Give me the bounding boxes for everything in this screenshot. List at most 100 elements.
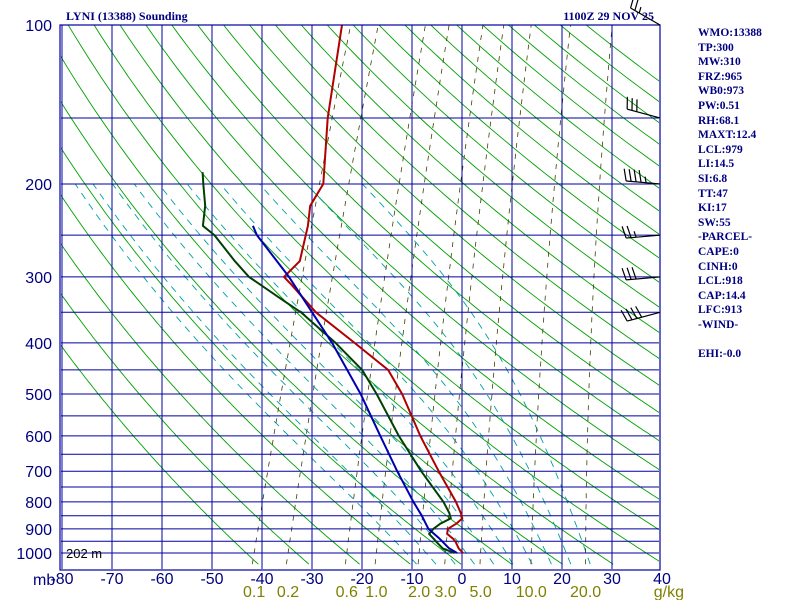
dry-adiabat xyxy=(67,25,614,565)
index-item: RH:68.1 xyxy=(698,114,740,127)
temperature-axis: -80 -70 -60 -50 -40 -30 -20 -10 0 10 20 30 40 xyxy=(50,571,671,588)
temperature-line xyxy=(283,25,464,554)
dry-adiabat xyxy=(352,25,659,283)
index-item: WMO:13388 xyxy=(698,27,762,39)
temperature-tick-label: -50 xyxy=(200,571,223,588)
wind-barb-full xyxy=(638,169,642,183)
dry-adiabat xyxy=(300,25,659,333)
wind-barb xyxy=(623,168,661,185)
mixing-ratio-line xyxy=(251,25,352,565)
datetime-label: 1100Z 29 NOV 25 xyxy=(563,9,654,23)
temperature-tick-label: -10 xyxy=(400,571,423,588)
index-item: LFC:913 xyxy=(698,304,743,317)
index-item xyxy=(698,332,798,347)
moist-adiabat xyxy=(259,183,552,565)
station-title: LYNI (13388) Sounding xyxy=(66,9,188,23)
pressure-tick-label: 400 xyxy=(25,336,52,353)
dry-adiabat xyxy=(326,25,659,308)
parcel-line xyxy=(251,225,458,554)
plot-grid xyxy=(61,25,659,569)
wind-barb-half xyxy=(633,231,637,238)
sounding-profiles xyxy=(201,25,464,554)
dry-adiabat xyxy=(61,55,563,565)
temperature-tick-label: 0 xyxy=(458,571,467,588)
pressure-tick-label: 500 xyxy=(25,387,52,404)
wind-barb-full xyxy=(635,306,643,318)
moist-adiabat xyxy=(133,183,475,565)
index-item: PW:0.51 xyxy=(698,99,740,112)
index-item: LCL:979 xyxy=(698,143,743,156)
mixing-ratio-label: 2.0 xyxy=(408,584,430,600)
mixing-ratio-axis: 0.1 0.2 0.6 1.0 2.0 3.0 5.0 10.0 20.0 g/kg xyxy=(243,584,684,600)
index-item: LCL:918 xyxy=(698,275,743,288)
dewpoint-line xyxy=(201,172,455,554)
mixing-ratio-label: 0.2 xyxy=(277,584,299,600)
mixing-ratio-label: 0.1 xyxy=(243,584,265,600)
wind-barb-staff xyxy=(630,7,661,26)
pressure-tick-label: 800 xyxy=(25,495,52,512)
index-item: CAPE:0 xyxy=(698,245,739,258)
temperature-tick-label: -70 xyxy=(100,571,123,588)
index-item: CAP:14.4 xyxy=(698,289,746,302)
moist-adiabat xyxy=(305,183,572,565)
wind-barb xyxy=(621,267,661,281)
wind-barbs xyxy=(620,0,661,322)
wind-barb-full xyxy=(631,267,637,280)
temperature-tick-label: -30 xyxy=(300,571,323,588)
mixing-ratio-line xyxy=(374,25,450,565)
temperature-tick-label: -60 xyxy=(150,571,173,588)
index-item: TP:300 xyxy=(698,41,734,54)
mixing-ratio-label: 0.6 xyxy=(336,584,358,600)
dry-adiabat xyxy=(61,194,411,565)
wind-barb-full xyxy=(623,168,627,182)
moist-adiabat xyxy=(92,183,437,565)
pressure-tick-label: 600 xyxy=(25,429,52,446)
dry-adiabat xyxy=(61,243,360,565)
wind-barb-half xyxy=(644,176,647,183)
dry-adiabat xyxy=(223,25,659,413)
temperature-tick-label: 10 xyxy=(503,571,521,588)
wind-barb-full xyxy=(626,267,632,280)
temperature-tick-label: 40 xyxy=(653,571,671,588)
moist-adiabat xyxy=(74,183,417,565)
mixing-ratio-label: 5.0 xyxy=(469,584,491,600)
index-item: WB0:973 xyxy=(698,85,744,98)
mixing-ratio-line xyxy=(479,25,532,565)
wind-barb-full xyxy=(633,169,637,182)
wind-barb-full xyxy=(628,169,632,182)
pressure-unit-label: mb xyxy=(33,572,55,589)
pressure-tick-label: 300 xyxy=(25,270,52,287)
dry-adiabat xyxy=(378,25,659,259)
dry-adiabat xyxy=(119,25,659,531)
wind-barb-staff xyxy=(626,276,661,281)
moist-adiabat xyxy=(361,183,591,565)
dry-adiabat xyxy=(197,25,659,442)
dry-adiabat xyxy=(171,25,659,471)
dry-adiabat xyxy=(249,25,659,386)
indices-panel: WMO:13388 TP:300 MW:310 FRZ:965 WB0:973 PW:0.… xyxy=(698,26,798,362)
temperature-tick-label: -40 xyxy=(250,571,273,588)
pressure-tick-label: 700 xyxy=(25,464,52,481)
wind-barb xyxy=(620,306,661,322)
mixing-ratio-line xyxy=(417,25,484,565)
wind-barb-full xyxy=(630,307,638,319)
index-item: LI:14.5 xyxy=(698,158,735,171)
index-item: KI:17 xyxy=(698,202,727,215)
mixing-ratio-line xyxy=(345,25,426,565)
wind-barb-full xyxy=(629,0,634,9)
pressure-tick-label: 1000 xyxy=(16,546,52,563)
temperature-tick-label: -80 xyxy=(50,571,73,588)
pressure-tick-label: 900 xyxy=(25,522,52,539)
wind-barb xyxy=(629,0,661,26)
dry-adiabat xyxy=(61,293,310,565)
plot-frame xyxy=(59,24,661,571)
wind-barb-staff xyxy=(626,234,661,239)
temperature-tick-label: -20 xyxy=(350,571,373,588)
wind-barb-half xyxy=(638,6,642,14)
wind-barb-staff xyxy=(627,311,661,322)
index-item: SI:6.8 xyxy=(698,172,728,185)
mixing-ratio-line xyxy=(530,25,571,565)
index-item: -PARCEL- xyxy=(698,231,753,244)
mixing-ratio-label: 3.0 xyxy=(434,584,456,600)
